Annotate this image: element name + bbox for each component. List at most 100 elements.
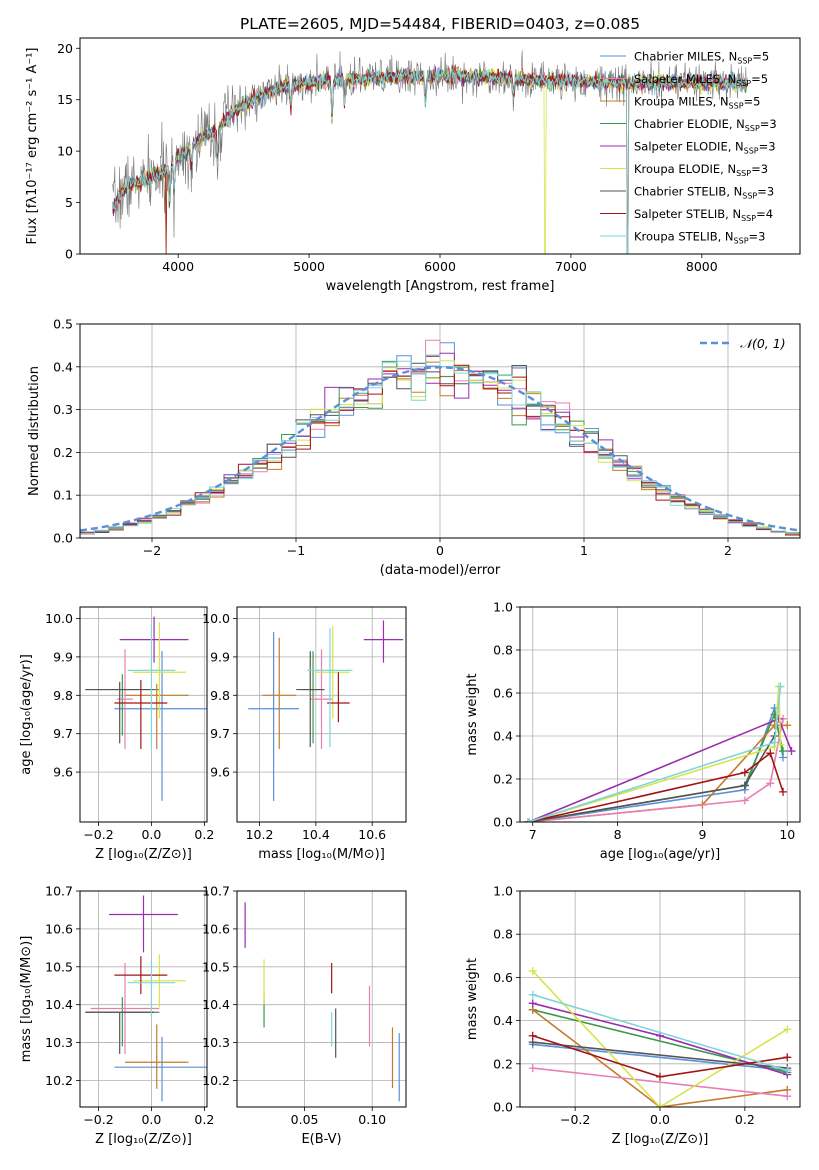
- y-tick-label: 1.0: [493, 884, 513, 899]
- weight-marker: [528, 1031, 537, 1040]
- error-bar-point: [114, 1036, 207, 1102]
- y-tick-label: 0.6: [493, 686, 513, 701]
- y-tick-label: 10.0: [202, 611, 230, 626]
- age-vs-Z-ylabel: age [log₁₀(age/yr)]: [19, 654, 34, 775]
- error-bar-point: [248, 631, 299, 801]
- x-tick-label: 0.2: [194, 827, 214, 842]
- spectrum-ylabel: Flux [fλ10⁻¹⁷ erg cm⁻² s⁻¹ A⁻¹]: [25, 48, 40, 245]
- error-bar-point: [119, 616, 189, 663]
- x-tick-label: 7000: [555, 259, 587, 274]
- x-tick-label: 0.0: [141, 827, 161, 842]
- age-vs-Z-xlabel: Z [log₁₀(Z/Z⊙)]: [95, 847, 192, 862]
- weight-marker: [524, 818, 533, 822]
- error-bar-point: [127, 624, 176, 748]
- y-tick-label: 15: [57, 92, 73, 107]
- x-tick-label: 7: [529, 827, 537, 842]
- y-tick-label: 10.4: [45, 997, 73, 1012]
- y-tick-label: 0.5: [53, 317, 73, 332]
- x-tick-label: 10.4: [302, 827, 330, 842]
- weight-marker: [528, 990, 537, 999]
- x-tick-label: 0.10: [358, 1112, 386, 1127]
- y-tick-label: 9.6: [53, 765, 73, 780]
- y-tick-label: 10.7: [202, 884, 230, 899]
- legend-label: Salpeter ELODIE, NSSP=3: [634, 140, 776, 156]
- mass-vs-Z-frame: [79, 890, 208, 1108]
- y-tick-label: 0.8: [493, 643, 513, 658]
- mass-vs-ebv-frame: [236, 890, 407, 1108]
- spectrum-frame: [79, 37, 801, 255]
- y-tick-label: 0.4: [493, 1013, 513, 1028]
- mass-vs-Z-points: [85, 895, 207, 1102]
- y-tick-label: 10.6: [202, 921, 230, 936]
- y-tick-label: 9.8: [53, 688, 73, 703]
- error-bar-point: [85, 1011, 155, 1054]
- weight-vs-age-xlabel: age [log₁₀(age/yr)]: [600, 847, 721, 862]
- x-tick-label: 0.05: [291, 1112, 319, 1127]
- x-tick-label: 0: [436, 543, 444, 558]
- weight-line: [532, 1009, 788, 1107]
- legend-label: Salpeter STELIB, NSSP=4: [634, 207, 773, 223]
- error-bar-point: [327, 672, 350, 723]
- error-bar-point: [132, 954, 186, 1008]
- x-tick-label: 4000: [162, 259, 194, 274]
- mass-vs-Z-xlabel: Z [log₁₀(Z/Z⊙)]: [95, 1132, 192, 1147]
- residuals-xlabel: (data-model)/error: [380, 563, 501, 578]
- weight-vs-age-ylabel: mass weight: [465, 673, 480, 755]
- x-tick-label: 8: [614, 827, 622, 842]
- x-tick-label: 5000: [293, 259, 325, 274]
- error-bar-point: [310, 649, 333, 750]
- legend-label: Kroupa MILES, NSSP=5: [634, 95, 760, 111]
- error-bar-point: [296, 651, 325, 748]
- mass-vs-ebv-xlabel: E(B-V): [301, 1132, 341, 1147]
- weight-marker: [779, 787, 788, 796]
- age-vs-Z-frame: [79, 606, 208, 823]
- legend-label: Salpeter MILES, NSSP=5: [634, 72, 768, 88]
- error-bar-point: [127, 959, 176, 1017]
- error-bar-point: [114, 679, 168, 750]
- y-tick-label: 0.3: [53, 402, 73, 417]
- weight-vs-Z-xlabel: Z [log₁₀(Z/Z⊙)]: [612, 1132, 709, 1147]
- error-bar-point: [109, 895, 178, 953]
- y-tick-label: 10.3: [202, 1035, 230, 1050]
- error-bar-point: [307, 628, 353, 748]
- weight-line: [532, 970, 788, 1107]
- y-tick-label: 0.0: [493, 815, 513, 830]
- x-tick-label: −2: [143, 543, 161, 558]
- y-tick-label: 10.6: [45, 921, 73, 936]
- y-tick-label: 10.7: [45, 884, 73, 899]
- weight-marker: [766, 749, 775, 758]
- x-tick-label: −0.2: [83, 1112, 113, 1127]
- y-tick-label: 10.4: [202, 997, 230, 1012]
- error-bar-point: [363, 620, 404, 663]
- y-tick-label: 9.6: [210, 765, 230, 780]
- error-bar-point: [114, 956, 168, 995]
- x-tick-label: 9: [698, 827, 706, 842]
- legend-label: Kroupa STELIB, NSSP=3: [634, 230, 765, 246]
- x-tick-label: 6000: [424, 259, 456, 274]
- mass-vs-ebv-axes: 0.05 0.10 10.2 10.3 10.4 10.5 10.6 10.7 E(B-V): [202, 884, 406, 1147]
- legend-label: Kroupa ELODIE, NSSP=3: [634, 162, 768, 178]
- age-vs-mass-frame: [236, 606, 407, 823]
- residuals-frame: [79, 323, 801, 539]
- x-tick-label: 10.2: [246, 827, 274, 842]
- weight-vs-age-axes: 7 8 9 10 0.0 0.2 0.4 0.6 0.8 1.0 age [log₁₀(age/yr…: [465, 600, 800, 862]
- weight-marker: [740, 796, 749, 805]
- normal-curve: [80, 366, 800, 532]
- weight-marker: [787, 747, 796, 756]
- y-tick-label: 0.0: [493, 1100, 513, 1115]
- legend-label: Chabrier ELODIE, NSSP=3: [634, 117, 777, 133]
- error-bar-point: [124, 683, 189, 750]
- weight-marker: [783, 1053, 792, 1062]
- y-tick-label: 1.0: [493, 600, 513, 615]
- y-tick-label: 9.7: [210, 726, 230, 741]
- y-tick-label: 9.9: [210, 649, 230, 664]
- weight-marker: [770, 738, 779, 747]
- weight-line: [528, 718, 784, 822]
- weight-marker: [783, 1092, 792, 1101]
- y-tick-label: 10.2: [45, 1073, 73, 1088]
- x-tick-label: 8000: [686, 259, 718, 274]
- y-tick-label: 10: [57, 144, 73, 159]
- legend-label: 𝒩(0, 1): [740, 336, 786, 351]
- weight-marker: [656, 1072, 664, 1081]
